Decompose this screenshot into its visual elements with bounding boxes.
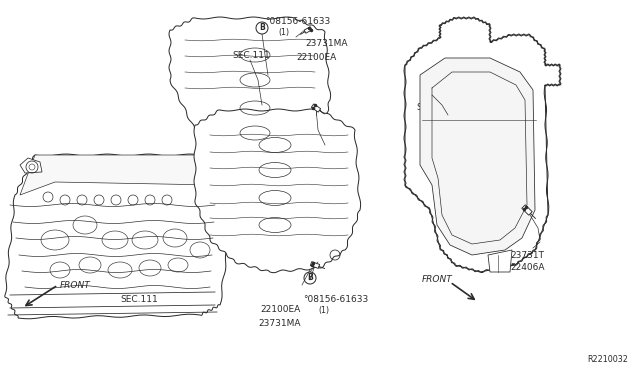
Polygon shape <box>420 58 535 255</box>
Text: 22100EA: 22100EA <box>260 305 300 314</box>
Text: 23731T: 23731T <box>510 250 544 260</box>
Text: FRONT: FRONT <box>422 276 452 285</box>
Polygon shape <box>20 155 235 195</box>
Polygon shape <box>311 104 321 112</box>
Text: (1): (1) <box>278 29 289 38</box>
Polygon shape <box>488 250 512 272</box>
Polygon shape <box>20 158 42 173</box>
Text: R2210032: R2210032 <box>587 356 628 365</box>
Text: °08156-61633: °08156-61633 <box>303 295 368 305</box>
Text: B: B <box>259 23 265 32</box>
Polygon shape <box>4 154 235 319</box>
Text: 22406A: 22406A <box>510 263 545 273</box>
Polygon shape <box>522 205 532 215</box>
Polygon shape <box>194 109 360 273</box>
Polygon shape <box>304 27 312 33</box>
Text: °08156-61633: °08156-61633 <box>265 17 330 26</box>
Text: SEC.111: SEC.111 <box>120 295 157 305</box>
Text: SEC.111: SEC.111 <box>232 51 269 60</box>
Polygon shape <box>310 262 319 269</box>
Text: 23731MA: 23731MA <box>305 38 348 48</box>
Text: B: B <box>307 273 313 282</box>
Text: FRONT: FRONT <box>60 282 91 291</box>
Polygon shape <box>169 17 331 159</box>
Text: 22100EA: 22100EA <box>296 54 336 62</box>
Text: (1): (1) <box>318 305 329 314</box>
Text: SEC.110: SEC.110 <box>416 103 454 112</box>
Polygon shape <box>405 18 560 272</box>
Text: 23731MA: 23731MA <box>258 318 301 327</box>
